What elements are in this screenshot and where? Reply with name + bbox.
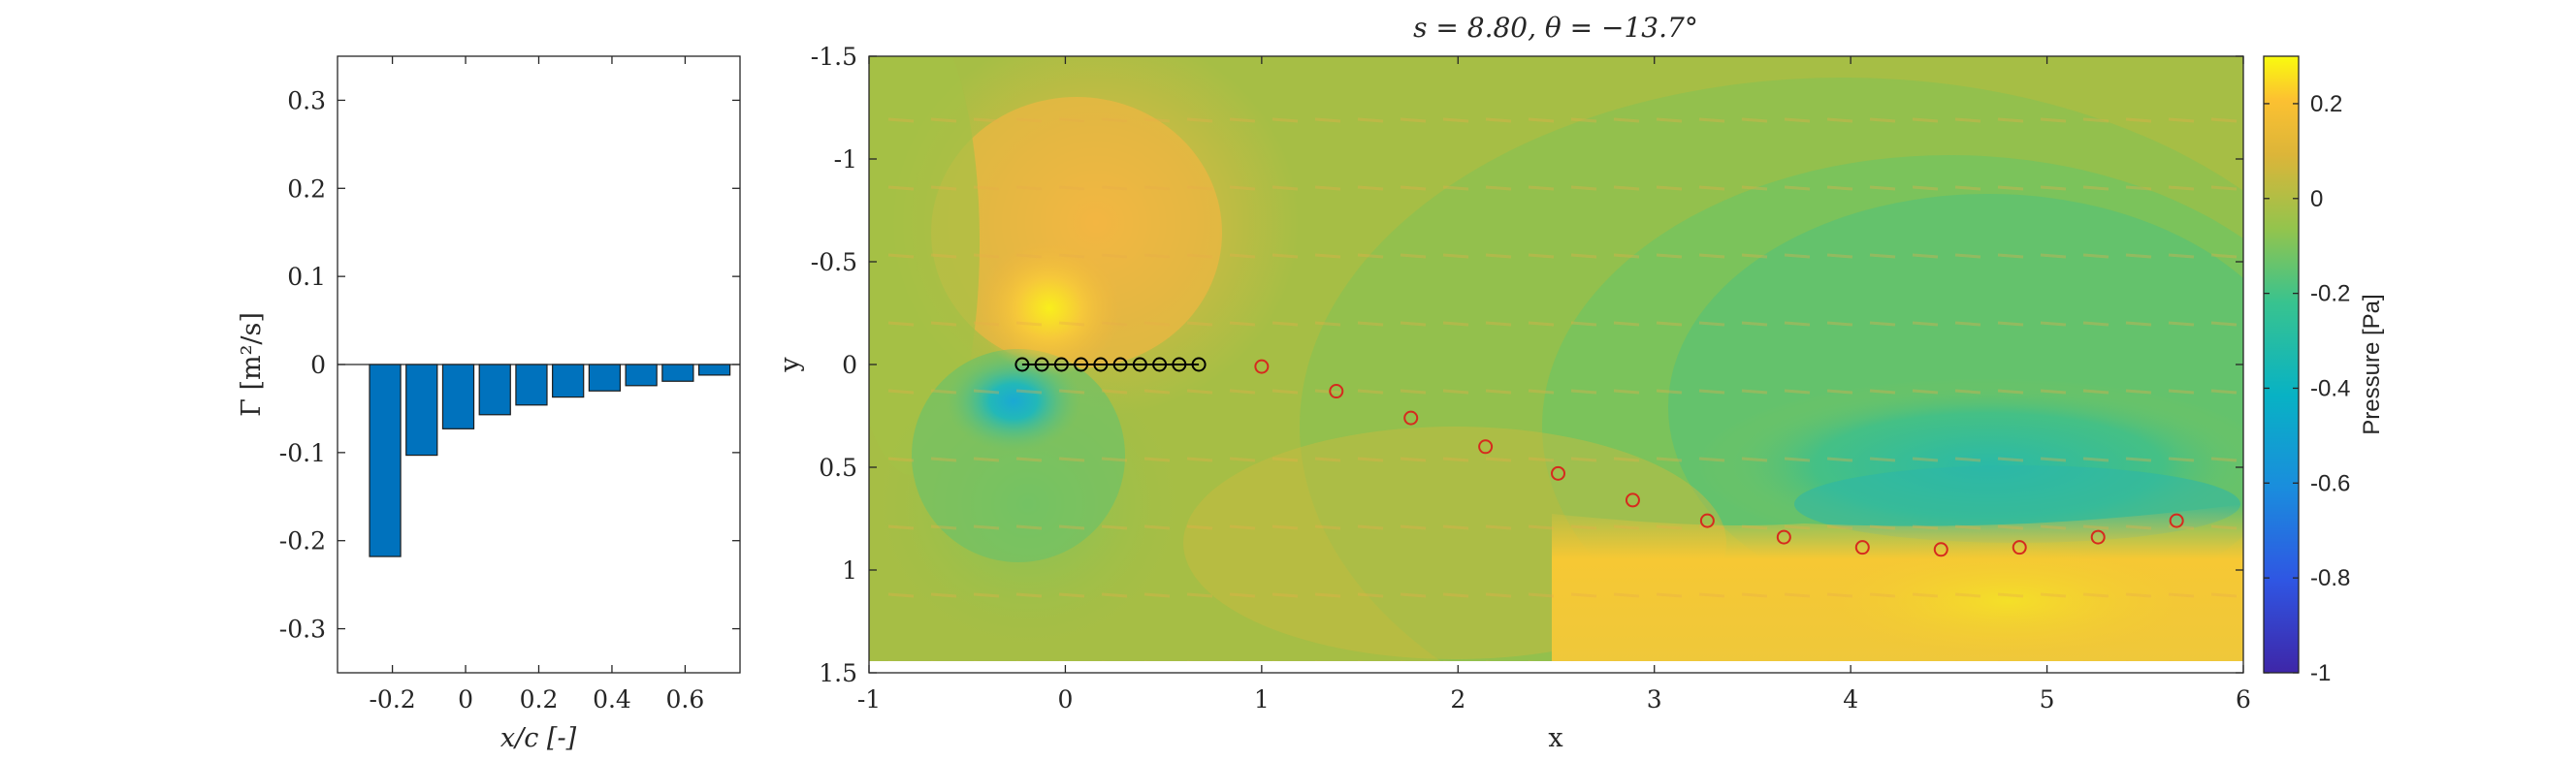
map-x-tick-label: 1 [1254, 685, 1270, 713]
colorbar-tick-label: 0.2 [2310, 91, 2342, 117]
bar-x-tick-label: 0.6 [666, 685, 705, 713]
map-x-tick-label: 4 [1843, 685, 1858, 713]
bar [369, 364, 402, 557]
bound-vortex-marker [1172, 357, 1187, 372]
map-y-tick-label: -1.5 [811, 43, 857, 71]
wake-vortex-marker [2012, 540, 2027, 555]
bound-vortex-marker [1053, 357, 1069, 372]
wake-vortex-marker [1478, 439, 1494, 455]
wake-vortex-marker [2090, 529, 2106, 545]
map-x-tick-label: 6 [2236, 685, 2251, 713]
map-x-tick-label: 3 [1647, 685, 1662, 713]
bar [552, 364, 585, 398]
bar-y-ticks: -0.3 -0.2 -0.1 0 0.1 0.2 0.3 [279, 86, 740, 644]
bar-y-tick-label: 0.1 [287, 263, 326, 291]
colorbar-tick-label: -0.8 [2310, 565, 2350, 591]
wake-vortex-marker [1329, 384, 1344, 399]
bar-y-tick-label: 0 [310, 351, 326, 379]
colorbar-tick-label: -1 [2310, 660, 2331, 686]
map-y-ticks: -1.5 -1 -0.5 0 0.5 1 1.5 [811, 43, 2243, 687]
bound-vortex-marker [1112, 357, 1128, 372]
bar [697, 364, 731, 376]
pressure-colorbar: 0.2 0 -0.2 -0.4 -0.6 -0.8 -1 Pressure [Pa] [2263, 55, 2385, 686]
colorbar-tick-label: -0.4 [2310, 375, 2350, 401]
bar-x-tick-label: -0.2 [369, 685, 415, 713]
wake-vortex-marker [1625, 492, 1640, 508]
bound-vortex-marker [1152, 357, 1168, 372]
colorbar-label: Pressure [Pa] [2359, 294, 2385, 434]
map-y-tick-label: 0 [842, 351, 857, 379]
wake-vortex-marker [1854, 540, 1870, 555]
map-y-tick-label: -1 [834, 145, 857, 174]
bar [478, 364, 511, 416]
map-x-axis-label: x [1548, 723, 1562, 753]
bar [441, 364, 475, 429]
bar [625, 364, 658, 387]
wake-vortex-marker [1254, 359, 1270, 374]
bar-x-ticks: -0.2 0 0.2 0.4 0.6 [369, 56, 704, 713]
bar [405, 364, 438, 457]
map-y-tick-label: 1 [842, 556, 857, 585]
colorbar-ticks: 0.2 0 -0.2 -0.4 -0.6 -0.8 -1 [2264, 91, 2350, 686]
colorbar-tick-label: 0 [2310, 186, 2323, 212]
wake-vortex-marker [2169, 513, 2184, 528]
bars [369, 364, 731, 557]
circulation-bar-chart: -0.2 0 0.2 0.4 0.6 -0.3 -0.2 -0.1 0 0.1 0.2 0.3 x/… [237, 55, 741, 753]
colorbar-tick-label: -0.6 [2310, 470, 2350, 496]
map-x-tick-label: -1 [857, 685, 881, 713]
bound-vortex-marker [1074, 357, 1089, 372]
bar-x-tick-label: 0 [458, 685, 473, 713]
map-x-ticks: -1 0 1 2 3 4 5 6 [857, 56, 2251, 713]
bar-y-tick-label: -0.1 [279, 439, 326, 467]
bar [588, 364, 622, 392]
bar [661, 364, 694, 382]
bar-x-tick-label: 0.2 [520, 685, 559, 713]
map-y-tick-label: -0.5 [811, 248, 857, 276]
bound-vortex-marker [1034, 357, 1049, 372]
bar-y-tick-label: -0.3 [279, 616, 326, 644]
map-y-axis-label: y [775, 357, 805, 373]
wake-vortex-marker [1776, 529, 1791, 545]
bound-vortex-marker [1132, 357, 1147, 372]
bound-vortex-marker [1093, 357, 1109, 372]
bar-y-axis-label: Γ [m²/s] [237, 312, 267, 417]
bound-vortex-marker [1014, 357, 1030, 372]
wake-vortex-markers [1254, 359, 2184, 557]
colorbar-tick-label: -0.2 [2310, 281, 2350, 307]
bar-y-tick-label: -0.2 [279, 527, 326, 555]
bar-y-tick-label: 0.2 [287, 174, 326, 203]
wake-vortex-marker [1551, 465, 1566, 481]
bound-vortex-markers [1014, 357, 1207, 372]
wake-vortex-marker [1699, 513, 1715, 528]
wake-vortex-marker [1403, 410, 1419, 426]
bar-x-tick-label: 0.4 [593, 685, 631, 713]
bar [515, 364, 548, 406]
map-y-tick-label: 0.5 [819, 454, 857, 482]
bar-x-axis-label: x/c [-] [500, 723, 577, 753]
pressure-field-chart: s = 8.80, θ = −13.7° [775, 12, 2251, 753]
map-x-tick-label: 5 [2040, 685, 2055, 713]
wake-vortex-marker [1933, 542, 1948, 557]
bar-y-tick-label: 0.3 [287, 86, 326, 114]
bound-vortex-marker [1191, 357, 1207, 372]
map-x-tick-label: 2 [1450, 685, 1465, 713]
map-y-tick-label: 1.5 [819, 659, 857, 687]
map-x-tick-label: 0 [1057, 685, 1073, 713]
pressure-field [869, 56, 2243, 661]
heatmap-title: s = 8.80, θ = −13.7° [1413, 12, 1698, 44]
